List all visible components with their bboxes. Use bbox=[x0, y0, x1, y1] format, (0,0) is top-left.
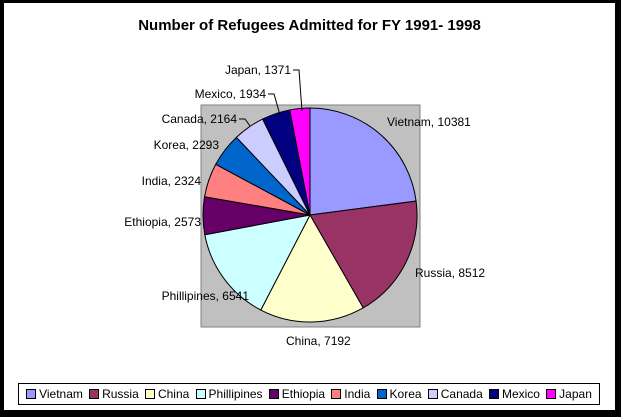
legend-swatch bbox=[26, 389, 37, 399]
legend-item-china: China bbox=[144, 387, 190, 401]
legend-label: Phillipines bbox=[208, 387, 263, 401]
legend-swatch bbox=[144, 389, 155, 399]
slice-label-vietnam: Vietnam, 10381 bbox=[387, 115, 471, 129]
chart-frame: Number of Refugees Admitted for FY 1991-… bbox=[4, 3, 615, 410]
legend-swatch bbox=[195, 389, 206, 399]
legend-item-canada: Canada bbox=[427, 387, 483, 401]
legend-swatch bbox=[268, 389, 279, 399]
legend-item-vietnam: Vietnam bbox=[26, 387, 83, 401]
leader-line-japan bbox=[293, 69, 303, 112]
pie-slice-vietnam bbox=[309, 107, 417, 216]
legend-item-phillipines: Phillipines bbox=[195, 387, 263, 401]
pie-slice-china bbox=[260, 213, 364, 323]
legend-item-ethiopia: Ethiopia bbox=[268, 387, 326, 401]
slice-label-china: China, 7192 bbox=[286, 334, 351, 348]
legend-label: Vietnam bbox=[39, 387, 83, 401]
slice-label-korea: Korea, 2293 bbox=[154, 138, 220, 152]
legend: Vietnam Russia China Phillipines Ethiopia Ind… bbox=[18, 383, 600, 405]
legend-swatch bbox=[331, 389, 342, 399]
legend-swatch bbox=[488, 389, 499, 399]
pie-chart: Vietnam, 10381 Russia, 8512 China, 7192 Phi… bbox=[124, 63, 485, 348]
chart-title: Number of Refugees Admitted for FY 1991-… bbox=[138, 17, 481, 34]
legend-swatch bbox=[546, 389, 557, 399]
slice-label-phillipines: Phillipines, 6541 bbox=[162, 289, 250, 303]
legend-item-japan: Japan bbox=[546, 387, 592, 401]
slice-label-japan: Japan, 1371 bbox=[225, 63, 291, 77]
pie-slice-phillipines bbox=[204, 214, 311, 311]
legend-label: Canada bbox=[440, 387, 483, 401]
legend-swatch bbox=[376, 389, 387, 399]
slice-label-india: India, 2324 bbox=[142, 174, 202, 188]
slice-label-mexico: Mexico, 1934 bbox=[195, 87, 267, 101]
legend-label: Japan bbox=[559, 387, 592, 401]
leader-line-mexico bbox=[268, 93, 281, 116]
pie-slice-japan bbox=[289, 107, 311, 216]
legend-item-korea: Korea bbox=[376, 387, 422, 401]
legend-label: Ethiopia bbox=[281, 387, 326, 401]
legend-label: Russia bbox=[102, 387, 139, 401]
legend-label: India bbox=[344, 387, 371, 401]
legend-item-mexico: Mexico bbox=[488, 387, 540, 401]
legend-swatch bbox=[89, 389, 100, 399]
slice-label-canada: Canada, 2164 bbox=[162, 112, 238, 126]
slice-label-ethiopia: Ethiopia, 2573 bbox=[124, 215, 201, 229]
leader-line-canada bbox=[239, 118, 251, 127]
legend-item-india: India bbox=[331, 387, 370, 401]
legend-swatch bbox=[427, 389, 438, 399]
pie-slice-russia bbox=[309, 200, 418, 309]
slice-label-russia: Russia, 8512 bbox=[415, 266, 485, 280]
legend-label: Korea bbox=[389, 387, 422, 401]
legend-item-russia: Russia bbox=[89, 387, 139, 401]
legend-label: China bbox=[157, 387, 190, 401]
legend-label: Mexico bbox=[501, 387, 540, 401]
